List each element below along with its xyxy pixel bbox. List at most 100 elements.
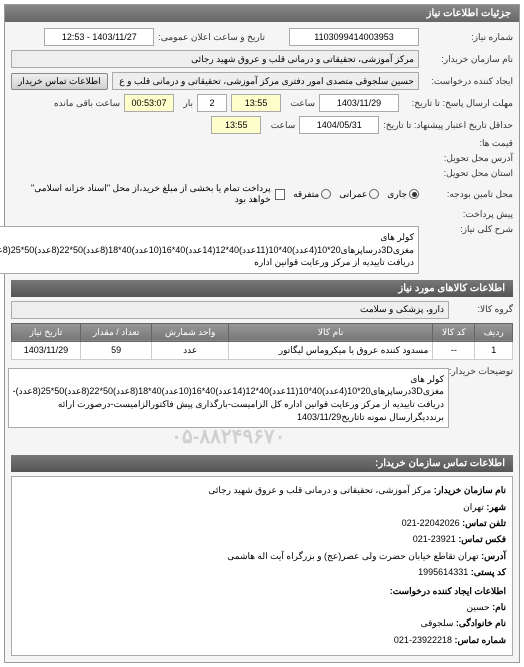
goods-table: ردیف کد کالا نام کالا واحد شمارش تعداد /… bbox=[11, 323, 513, 360]
buyer-notes-wrap: کولر های مغزی3Dدرساپزهای20*10(4عدد)40*10… bbox=[8, 366, 449, 449]
org-name-label: نام سازمان خریدار: bbox=[434, 485, 506, 495]
creator-family-line: نام خانوادگی: سلجوقی bbox=[18, 616, 506, 630]
phone-value: 22042026-021 bbox=[402, 518, 460, 528]
need-number-label: شماره نیاز: bbox=[423, 32, 513, 43]
validity-label: حداقل تاریخ اعتبار پیشنهاد: تا تاریخ: bbox=[383, 120, 513, 131]
budget-opt-a-label: جاری bbox=[387, 189, 407, 200]
announce-field: 1403/11/27 - 12:53 bbox=[44, 28, 154, 46]
province-label: شهر: bbox=[486, 502, 506, 512]
row-prepay: پیش پرداخت: bbox=[11, 209, 513, 220]
row-need-number: شماره نیاز: 1103099414003953 تاریخ و ساع… bbox=[11, 28, 513, 46]
creator-section-title: اطلاعات ایجاد کننده درخواست: bbox=[18, 584, 506, 598]
budget-opt-b[interactable]: عمرانی bbox=[339, 189, 379, 200]
th-qty: تعداد / مقدار bbox=[80, 323, 152, 341]
desc-label: شرح کلی نیاز: bbox=[423, 224, 513, 235]
buyer-name-field: مرکز آموزشی، تحقیقاتی و درمانی قلب و عرو… bbox=[11, 50, 419, 68]
row-delivery-addr: آدرس محل تحویل: bbox=[11, 153, 513, 164]
need-number-field: 1103099414003953 bbox=[289, 28, 419, 46]
contact-info-block: نام سازمان خریدار: مرکز آموزشی، تحقیقاتی… bbox=[11, 476, 513, 656]
requester-field: حسین سلجوقی متصدی امور دفتری مرکز آموزشی… bbox=[112, 72, 419, 90]
row-requester: ایجاد کننده درخواست: حسین سلجوقی متصدی ا… bbox=[11, 72, 513, 90]
creator-name-label: نام: bbox=[492, 602, 506, 612]
creator-phone-line: شماره تماس: 23922218-021 bbox=[18, 633, 506, 647]
budget-label: محل تامین بودجه: bbox=[423, 189, 513, 200]
desc-text: کولر های مغزی3Dدرساپزهای20*10(4عدد)40*10… bbox=[0, 226, 419, 274]
goods-group-label: گروه کالا: bbox=[453, 304, 513, 315]
deadline-time-field: 13:55 bbox=[231, 94, 281, 112]
postal-line: کد پستی: 1995614331 bbox=[18, 565, 506, 579]
validity-time-field: 13:55 bbox=[211, 116, 261, 134]
address-value: تهران تقاطع خیابان حضرت ولی عصر(عج) و بز… bbox=[227, 551, 478, 561]
deadline-label: مهلت ارسال پاسخ: تا تاریخ: bbox=[403, 98, 513, 109]
row-buyer-notes: توضیحات خریدار: کولر های مغزی3Dدرساپزهای… bbox=[11, 366, 513, 449]
validity-date-field: 1404/05/31 bbox=[299, 116, 379, 134]
buyer-notes-text: کولر های مغزی3Dدرساپزهای20*10(4عدد)40*10… bbox=[8, 368, 449, 428]
row-delivery-loc: استان محل تحویل: bbox=[11, 168, 513, 179]
buyer-name-label: نام سازمان خریدار: bbox=[423, 54, 513, 65]
main-panel: جزئیات اطلاعات نیاز شماره نیاز: 11030994… bbox=[4, 4, 520, 663]
creator-family-label: نام خانوادگی: bbox=[456, 618, 506, 628]
budget-opt-a[interactable]: جاری bbox=[387, 189, 419, 200]
th-date: تاریخ نیاز bbox=[12, 323, 81, 341]
time-label-1: ساعت bbox=[285, 98, 315, 109]
creator-family-value: سلجوقی bbox=[421, 618, 454, 628]
province-value: تهران bbox=[463, 502, 484, 512]
row-validity: حداقل تاریخ اعتبار پیشنهاد: تا تاریخ: 14… bbox=[11, 116, 513, 134]
td-name: مسدود کننده عروق یا میکروماس لیگاتور bbox=[229, 341, 433, 359]
delivery-loc-label: استان محل تحویل: bbox=[423, 168, 513, 179]
requester-label: ایجاد کننده درخواست: bbox=[423, 76, 513, 87]
radio-icon bbox=[321, 189, 331, 199]
td-code: -- bbox=[433, 341, 475, 359]
extend-label: بار bbox=[178, 98, 193, 109]
time-label-2: ساعت bbox=[265, 120, 295, 131]
radio-icon bbox=[369, 189, 379, 199]
creator-phone-value: 23922218-021 bbox=[394, 635, 452, 645]
budget-opt-c-label: متفرقه bbox=[293, 189, 319, 200]
goods-group-field: دارو، پزشکی و سلامت bbox=[11, 301, 449, 319]
table-row: 1 -- مسدود کننده عروق یا میکروماس لیگاتو… bbox=[12, 341, 513, 359]
partial-pay-label: پرداخت تمام یا بخشی از مبلغ خرید،از محل … bbox=[11, 183, 271, 205]
table-header-row: ردیف کد کالا نام کالا واحد شمارش تعداد /… bbox=[12, 323, 513, 341]
creator-name-value: حسین bbox=[466, 602, 489, 612]
budget-opt-c[interactable]: متفرقه bbox=[293, 189, 331, 200]
row-goods-group: گروه کالا: دارو، پزشکی و سلامت bbox=[11, 301, 513, 319]
row-buyer: نام سازمان خریدار: مرکز آموزشی، تحقیقاتی… bbox=[11, 50, 513, 68]
contact-section-header: اطلاعات تماس سازمان خریدار: bbox=[11, 455, 513, 472]
org-name-line: نام سازمان خریدار: مرکز آموزشی، تحقیقاتی… bbox=[18, 483, 506, 497]
creator-name-line: نام: حسین bbox=[18, 600, 506, 614]
goods-section-header: اطلاعات کالاهای مورد نیاز bbox=[11, 280, 513, 297]
remaining-label: ساعت باقی مانده bbox=[54, 98, 120, 109]
contact-buyer-button[interactable]: اطلاعات تماس خریدار bbox=[11, 73, 108, 90]
phone-label: تلفن تماس: bbox=[462, 518, 506, 528]
announce-label: تاریخ و ساعت اعلان عمومی: bbox=[158, 32, 265, 43]
prepay-label: پیش پرداخت: bbox=[423, 209, 513, 220]
address-line: آدرس: تهران تقاطع خیابان حضرت ولی عصر(عج… bbox=[18, 549, 506, 563]
th-index: ردیف bbox=[475, 323, 513, 341]
td-date: 1403/11/29 bbox=[12, 341, 81, 359]
td-unit: عدد bbox=[152, 341, 229, 359]
th-name: نام کالا bbox=[229, 323, 433, 341]
panel-title: جزئیات اطلاعات نیاز bbox=[5, 5, 519, 22]
watermark-phone: ۰۵-۸۸۲۴۹۶۷۰ bbox=[8, 424, 449, 449]
row-desc: شرح کلی نیاز: کولر های مغزی3Dدرساپزهای20… bbox=[11, 224, 513, 274]
remaining-time-field: 00:53:07 bbox=[124, 94, 174, 112]
th-code: کد کالا bbox=[433, 323, 475, 341]
buyer-notes-label: توضیحات خریدار: bbox=[453, 366, 513, 377]
deadline-date-field: 1403/11/29 bbox=[319, 94, 399, 112]
partial-pay-checkbox[interactable] bbox=[275, 189, 285, 200]
province-line: شهر: تهران bbox=[18, 500, 506, 514]
budget-opt-b-label: عمرانی bbox=[339, 189, 367, 200]
th-unit: واحد شمارش bbox=[152, 323, 229, 341]
row-budget: محل تامین بودجه: جاری عمرانی متفرقه پردا… bbox=[11, 183, 513, 205]
row-price: قیمت ها: bbox=[11, 138, 513, 149]
org-name-value: مرکز آموزشی، تحقیقاتی و درمانی قلب و عرو… bbox=[208, 485, 431, 495]
fax-label: فکس تماس: bbox=[458, 534, 506, 544]
delivery-addr-label: آدرس محل تحویل: bbox=[423, 153, 513, 164]
fax-value: 23921-021 bbox=[413, 534, 456, 544]
td-qty: 59 bbox=[80, 341, 152, 359]
panel-body: شماره نیاز: 1103099414003953 تاریخ و ساع… bbox=[5, 22, 519, 662]
fax-line: فکس تماس: 23921-021 bbox=[18, 532, 506, 546]
row-deadline: مهلت ارسال پاسخ: تا تاریخ: 1403/11/29 سا… bbox=[11, 94, 513, 112]
price-label: قیمت ها: bbox=[423, 138, 513, 149]
td-index: 1 bbox=[475, 341, 513, 359]
